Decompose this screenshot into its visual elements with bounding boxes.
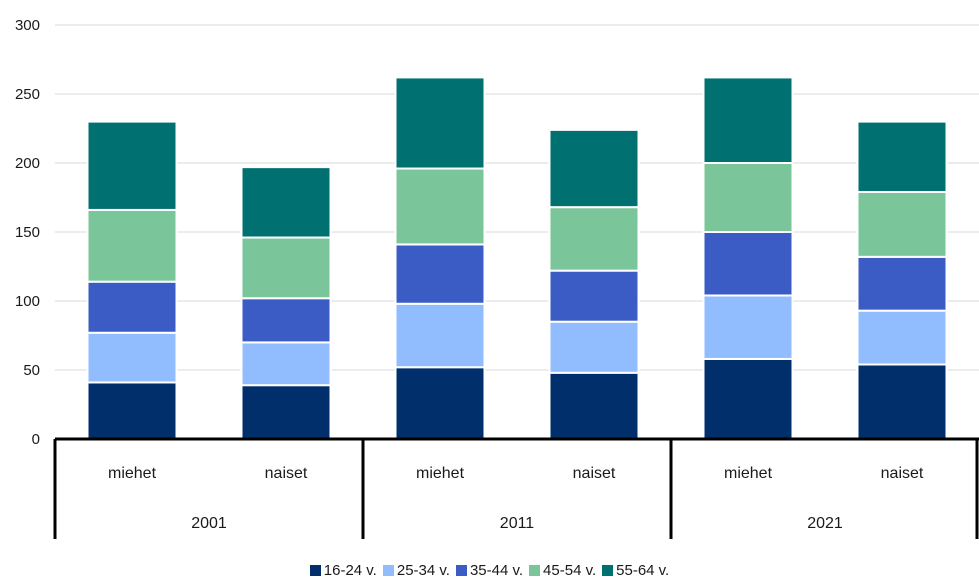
x-group-label: 2001 bbox=[191, 515, 227, 532]
bar-segment-16-24-v bbox=[240, 384, 332, 440]
bar-segment-35-44-v bbox=[702, 231, 794, 297]
bar-segment-45-54-v bbox=[856, 190, 948, 258]
y-tick-label: 0 bbox=[32, 431, 40, 448]
bar-segment-25-34-v bbox=[548, 320, 640, 374]
y-tick-label: 50 bbox=[23, 362, 40, 379]
legend-item: 45-54 v. bbox=[529, 562, 596, 579]
legend-label: 35-44 v. bbox=[469, 562, 524, 579]
bar-segment-35-44-v bbox=[86, 280, 178, 334]
y-tick-label: 300 bbox=[15, 17, 40, 34]
x-category-label: miehet bbox=[108, 465, 157, 482]
legend-swatch bbox=[529, 565, 541, 576]
bar-segment-25-34-v bbox=[394, 302, 486, 369]
legend-swatch bbox=[455, 565, 467, 576]
bar-segment-55-64-v bbox=[856, 120, 948, 193]
legend-label: 16-24 v. bbox=[323, 562, 377, 579]
legend-swatch bbox=[382, 565, 394, 576]
y-tick-label: 100 bbox=[15, 293, 40, 310]
bar-segment-35-44-v bbox=[394, 243, 486, 305]
bar-segment-55-64-v bbox=[86, 120, 178, 211]
legend: 16-24 v. 25-34 v. 35-44 v. 45-54 v. 55-64 v. bbox=[0, 562, 979, 579]
bar-segment-25-34-v bbox=[702, 294, 794, 360]
legend-item: 25-34 v. bbox=[382, 562, 450, 579]
bar-segment-35-44-v bbox=[240, 297, 332, 344]
bar-segment-16-24-v bbox=[394, 366, 486, 440]
legend-item: 16-24 v. bbox=[309, 562, 377, 579]
bar-segment-55-64-v bbox=[702, 76, 794, 164]
x-group-label: 2011 bbox=[500, 515, 535, 532]
x-category-label: miehet bbox=[724, 465, 773, 482]
legend-item: 55-64 v. bbox=[602, 562, 669, 579]
bar-segment-45-54-v bbox=[548, 206, 640, 272]
bar-segment-16-24-v bbox=[86, 381, 178, 441]
bar-segment-55-64-v bbox=[240, 166, 332, 239]
bar-segment-45-54-v bbox=[394, 167, 486, 246]
x-category-label: miehet bbox=[416, 465, 465, 482]
bar-segment-55-64-v bbox=[394, 76, 486, 170]
legend-label: 55-64 v. bbox=[616, 562, 670, 579]
bar-segment-45-54-v bbox=[240, 236, 332, 300]
legend-label: 45-54 v. bbox=[543, 562, 597, 579]
bar-segment-16-24-v bbox=[702, 357, 794, 440]
legend-swatch bbox=[309, 565, 321, 576]
bar-segment-16-24-v bbox=[548, 371, 640, 441]
x-category-label: naiset bbox=[573, 465, 616, 482]
y-tick-label: 150 bbox=[15, 224, 40, 241]
legend-item: 35-44 v. bbox=[455, 562, 524, 579]
bar-segment-25-34-v bbox=[856, 309, 948, 366]
bar-segment-45-54-v bbox=[86, 208, 178, 283]
y-tick-label: 200 bbox=[15, 155, 40, 172]
legend-swatch bbox=[602, 565, 614, 576]
bar-segment-25-34-v bbox=[240, 341, 332, 387]
x-category-label: naiset bbox=[881, 465, 924, 482]
x-category-label: naiset bbox=[265, 465, 308, 482]
bar-segment-45-54-v bbox=[702, 162, 794, 233]
bar-segment-35-44-v bbox=[856, 255, 948, 312]
legend-label: 25-34 v. bbox=[396, 562, 450, 579]
bar-segment-35-44-v bbox=[548, 269, 640, 323]
x-group-label: 2021 bbox=[807, 515, 843, 532]
bar-segment-16-24-v bbox=[856, 363, 948, 441]
y-tick-label: 250 bbox=[15, 86, 40, 103]
bar-segment-25-34-v bbox=[86, 331, 178, 384]
bar-segment-55-64-v bbox=[548, 128, 640, 209]
